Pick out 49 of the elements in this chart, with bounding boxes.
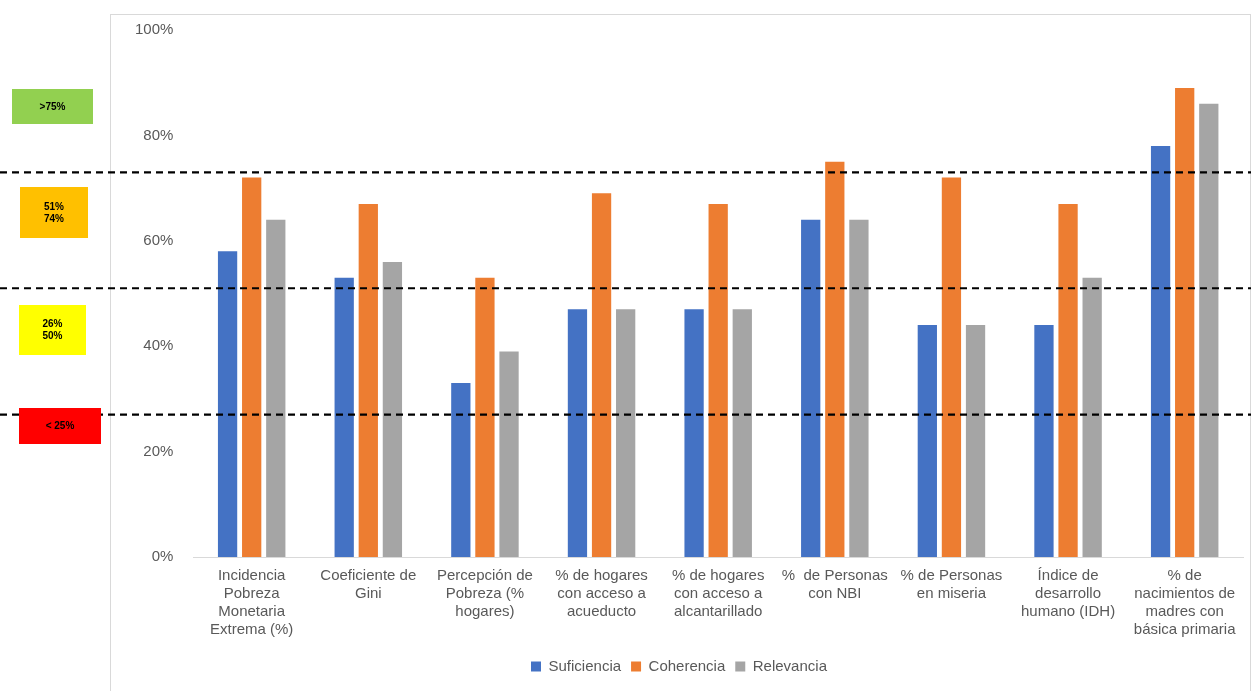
bar <box>382 261 403 557</box>
bar <box>917 325 937 557</box>
bar <box>1082 277 1102 557</box>
y-tick-label: 40% <box>143 336 174 354</box>
bar <box>242 177 262 557</box>
x-tick-label: % de hogares con acceso a alcantarillado <box>671 566 765 620</box>
y-tick-label: 20% <box>143 441 174 459</box>
bar <box>567 309 588 557</box>
bar <box>358 203 378 557</box>
legend-label: Coherencia <box>648 656 726 674</box>
bar <box>801 219 821 557</box>
x-tick-label: % de Personas con NBI <box>781 566 888 602</box>
bar <box>825 161 845 557</box>
bar <box>591 193 612 557</box>
y-tick-label: 100% <box>134 20 174 38</box>
x-tick-label: Índice de desarrollo humano (IDH) <box>1020 566 1116 620</box>
bar <box>334 277 354 557</box>
bar <box>475 277 495 557</box>
x-tick-label: % de nacimientos de madres con básica primaria <box>1133 566 1237 638</box>
bar <box>1175 87 1195 557</box>
bar <box>1034 325 1054 557</box>
bar <box>684 309 704 557</box>
x-tick-label: % de Personas en miseria <box>900 566 1003 602</box>
bar <box>1058 203 1078 557</box>
bar <box>849 219 869 557</box>
bar <box>1199 103 1219 557</box>
text: 51% 74% <box>20 187 88 238</box>
bar <box>965 325 986 557</box>
x-tick-label: Percepción de Pobreza (% hogares) <box>436 566 533 620</box>
bar <box>451 383 471 557</box>
y-tick-label: 80% <box>143 125 174 143</box>
bar <box>732 309 752 557</box>
bar <box>708 203 728 557</box>
text: 26% 50% <box>19 305 86 355</box>
text: >75% <box>12 89 93 124</box>
bar <box>1150 145 1171 557</box>
bar <box>941 177 962 557</box>
x-tick-label: Coeficiente de Gini <box>320 566 417 602</box>
bar <box>499 351 519 557</box>
bar <box>266 219 286 557</box>
y-tick-label: 0% <box>151 547 174 565</box>
bar <box>616 309 636 557</box>
legend-label: Relevancia <box>752 656 828 674</box>
text: < 25% <box>19 408 101 444</box>
y-tick-label: 60% <box>143 230 174 248</box>
x-tick-label: % de hogares con acceso a acueducto <box>555 566 648 620</box>
legend-label: Suficiencia <box>548 656 622 674</box>
bar <box>217 251 238 557</box>
x-tick-label: Incidencia Pobreza Monetaria Extrema (%) <box>210 566 294 638</box>
